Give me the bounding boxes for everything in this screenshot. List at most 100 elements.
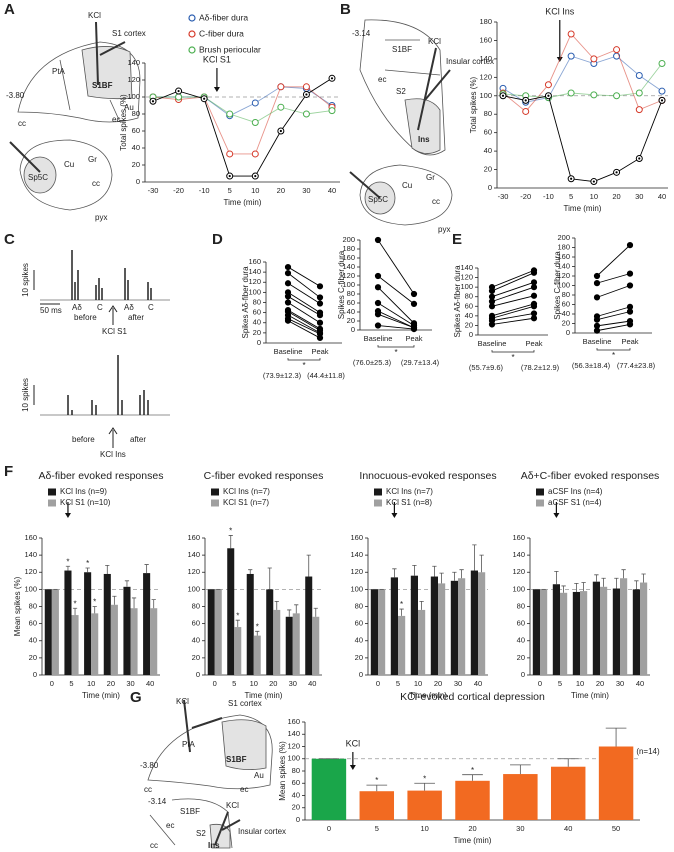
x-tick-label: 5 [558, 679, 562, 688]
error-bar [621, 569, 626, 579]
legend-swatch [211, 499, 219, 507]
y-tick-label: 180 [557, 242, 570, 251]
point [530, 269, 538, 276]
error-bar [634, 580, 639, 590]
y-tick-label: 20 [517, 653, 525, 662]
bar [540, 589, 548, 675]
bar [532, 589, 540, 675]
x-tick-label: 0 [327, 824, 331, 833]
series-line [596, 285, 631, 298]
diagram-label: Gr [88, 155, 97, 164]
chart-title: Aδ-fiber evoked responses [39, 470, 164, 482]
y-tick-label: 40 [465, 311, 473, 320]
legend-swatch [211, 488, 219, 496]
error-bar [287, 609, 292, 617]
point [374, 272, 382, 280]
significance: * [73, 599, 76, 608]
point-center [638, 157, 641, 160]
bar [450, 580, 458, 675]
point [590, 91, 598, 99]
x-tick-label: 30 [302, 186, 310, 195]
significance: * [612, 351, 615, 360]
point [567, 30, 575, 38]
point [613, 46, 621, 54]
bar [44, 589, 52, 675]
significance: * [93, 598, 96, 607]
diagram-label: -3.14 [352, 29, 371, 38]
y-tick-label: 160 [512, 533, 525, 542]
error-bar [72, 607, 78, 616]
diagram-label: Cu [64, 160, 74, 169]
point [316, 319, 324, 326]
y-tick-label: 140 [460, 263, 473, 272]
error-bar [274, 600, 279, 610]
legend-marker [188, 14, 196, 22]
y-tick-label: 0 [469, 330, 473, 339]
bar [580, 591, 588, 675]
significance-bracket [287, 358, 321, 361]
y-tick-label: 0 [296, 815, 300, 824]
point [316, 283, 324, 290]
electrode [183, 699, 241, 846]
diagram-label: S1BF [392, 45, 412, 54]
bar [143, 573, 151, 675]
y-tick-label: 140 [557, 261, 570, 270]
bar [390, 577, 398, 675]
bar [234, 627, 242, 675]
significance: * [86, 559, 89, 568]
bar [550, 766, 586, 820]
point [284, 317, 292, 324]
bar [91, 613, 99, 675]
x-axis-label: Time (min) [82, 691, 120, 700]
y-tick-label: 80 [192, 601, 200, 610]
point [567, 52, 575, 60]
point-center [228, 174, 231, 178]
diagram-label: Gr [426, 173, 435, 182]
legend-label: Aδ-fiber dura [199, 12, 248, 22]
point [488, 321, 496, 328]
point-center [151, 100, 155, 103]
point-center [305, 93, 308, 96]
x-tick-label: 40 [636, 679, 644, 688]
series-line [287, 311, 321, 331]
series-line [377, 310, 415, 329]
point [302, 83, 310, 91]
y-tick-label: 160 [248, 257, 261, 266]
error-bar [432, 565, 437, 577]
y-tick-label: 160 [479, 35, 492, 44]
section-outline [359, 19, 446, 156]
point [374, 299, 382, 307]
error-bar [92, 606, 97, 614]
series-line [287, 266, 321, 287]
diagram-g: KCl S1 cortex -3.80 PtA S1BF Au ec cc -3… [140, 697, 286, 850]
y-tick-label: 140 [187, 550, 200, 559]
y-tick-label: 60 [355, 619, 363, 628]
point [226, 110, 234, 118]
legend-label: aCSF S1 (n=4) [548, 498, 602, 507]
point [277, 83, 285, 91]
series-line [502, 55, 663, 103]
bar [438, 583, 446, 675]
bar [572, 591, 580, 675]
diagram-label: S2 [196, 829, 206, 838]
point [488, 303, 496, 310]
x-tick-label: 0 [538, 679, 542, 688]
y-tick-label: 40 [355, 636, 363, 645]
electrode [417, 47, 451, 131]
x-tick-label: 5 [232, 679, 236, 688]
series-line [287, 320, 321, 339]
y-tick-label: 60 [292, 778, 300, 787]
significance: * [423, 774, 426, 783]
error-bar [366, 784, 388, 792]
point [374, 284, 382, 291]
diagram-label: KCl [428, 37, 441, 46]
diagram-label: KCl Ins [100, 450, 126, 459]
diagram-label: cc [18, 119, 26, 128]
bar [640, 582, 648, 675]
bar [253, 635, 261, 675]
y-tick-label: 120 [127, 75, 140, 84]
point [635, 89, 643, 97]
point [251, 119, 259, 126]
